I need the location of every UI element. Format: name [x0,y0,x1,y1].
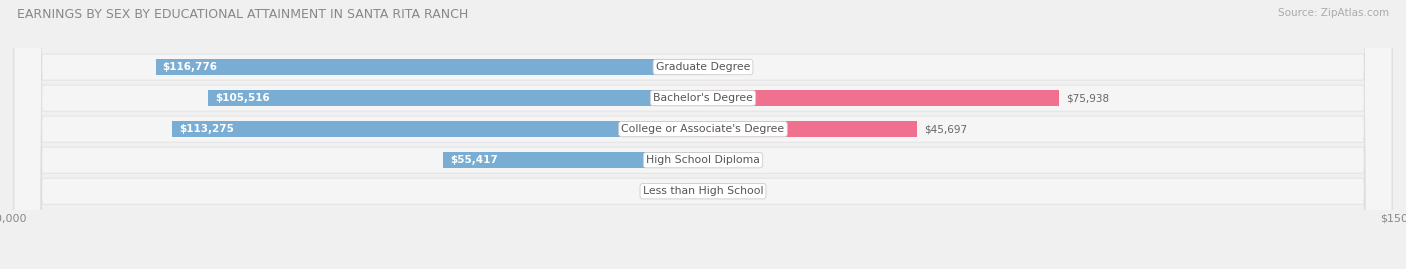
FancyBboxPatch shape [14,0,1392,269]
Text: $116,776: $116,776 [163,62,218,72]
Text: $0: $0 [724,186,737,196]
Text: Graduate Degree: Graduate Degree [655,62,751,72]
Bar [172,121,703,137]
Text: High School Diploma: High School Diploma [647,155,759,165]
Text: Bachelor's Degree: Bachelor's Degree [652,93,754,103]
Bar [703,121,917,137]
Text: $113,275: $113,275 [179,124,233,134]
Text: $0: $0 [724,62,737,72]
Text: College or Associate's Degree: College or Associate's Degree [621,124,785,134]
Bar [703,183,721,199]
Text: $55,417: $55,417 [450,155,498,165]
Bar [208,90,703,106]
Text: $45,697: $45,697 [924,124,967,134]
Bar [443,152,703,168]
Text: $0: $0 [724,155,737,165]
FancyBboxPatch shape [14,0,1392,269]
Text: $0: $0 [669,186,682,196]
Text: Less than High School: Less than High School [643,186,763,196]
Bar [703,90,1059,106]
FancyBboxPatch shape [14,0,1392,269]
Text: $105,516: $105,516 [215,93,270,103]
Bar [686,183,703,199]
Legend: Male, Female: Male, Female [637,266,769,269]
Bar [703,59,721,75]
Bar [703,152,721,168]
Text: $75,938: $75,938 [1066,93,1109,103]
Text: EARNINGS BY SEX BY EDUCATIONAL ATTAINMENT IN SANTA RITA RANCH: EARNINGS BY SEX BY EDUCATIONAL ATTAINMEN… [17,8,468,21]
Bar [156,59,703,75]
FancyBboxPatch shape [14,0,1392,269]
FancyBboxPatch shape [14,0,1392,269]
Text: Source: ZipAtlas.com: Source: ZipAtlas.com [1278,8,1389,18]
